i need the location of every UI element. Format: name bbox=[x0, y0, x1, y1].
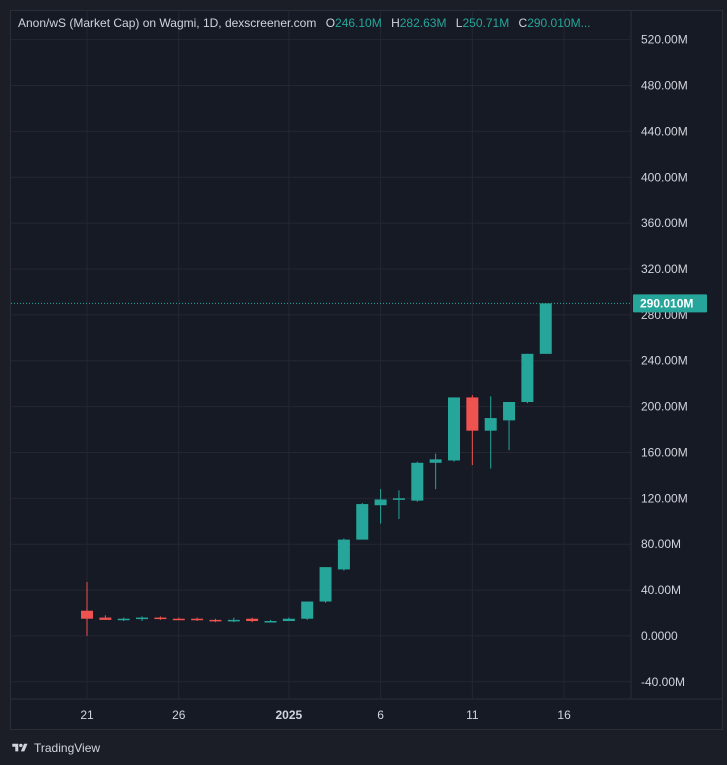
candle-down bbox=[154, 617, 167, 620]
legend-open-value: 246.10M bbox=[335, 16, 382, 30]
legend-open-key: O bbox=[325, 16, 336, 30]
chart-legend: Anon/wS (Market Cap) on Wagmi, 1D, dexsc… bbox=[18, 16, 591, 30]
candle-down bbox=[99, 617, 112, 620]
candle-up bbox=[429, 459, 442, 463]
y-tick-label: 0.0000 bbox=[641, 629, 678, 643]
y-tick-label: 40.00M bbox=[641, 583, 681, 597]
candle-up bbox=[282, 618, 295, 622]
candle-up bbox=[392, 498, 405, 500]
candle-up bbox=[264, 621, 277, 623]
last-price-badge bbox=[633, 294, 707, 313]
x-tick-label: 11 bbox=[466, 708, 479, 722]
chart-frame[interactable]: 520.00M 480.00M 440.00M 400.00M 360.00M 320.0… bbox=[10, 10, 723, 730]
candle-up bbox=[521, 353, 534, 403]
y-tick-label: 520.00M bbox=[641, 33, 688, 47]
candle-up bbox=[484, 418, 497, 431]
x-tick-label: 26 bbox=[172, 708, 186, 722]
y-tick-label: 480.00M bbox=[641, 79, 688, 93]
y-tick-label: -40.00M bbox=[641, 675, 685, 689]
candle-up bbox=[356, 504, 369, 540]
y-tick-label: 320.00M bbox=[641, 262, 688, 276]
y-tick-label: 120.00M bbox=[641, 491, 688, 505]
candle-down bbox=[172, 618, 185, 621]
x-tick-label: 2025 bbox=[275, 708, 302, 722]
candle-up bbox=[136, 617, 149, 620]
candle-down bbox=[246, 618, 259, 622]
candle-up bbox=[448, 397, 460, 461]
y-tick-label: 240.00M bbox=[641, 354, 688, 368]
candle-up bbox=[117, 618, 130, 621]
candle-up bbox=[411, 462, 424, 501]
y-tick-label: 200.00M bbox=[641, 400, 688, 414]
y-tick-label: 360.00M bbox=[641, 216, 688, 230]
candle-down bbox=[81, 610, 93, 619]
legend-high-value: 282.63M bbox=[399, 16, 447, 30]
tradingview-logo-icon bbox=[12, 743, 28, 752]
candlestick-chart[interactable]: 520.00M 480.00M 440.00M 400.00M 360.00M 320.0… bbox=[11, 11, 722, 729]
candle-up bbox=[301, 601, 314, 619]
legend-low-value: 250.71M bbox=[462, 16, 510, 30]
legend-close-value: 290.010M... bbox=[527, 16, 591, 30]
candle-up bbox=[227, 619, 240, 622]
x-tick-label: 6 bbox=[377, 708, 384, 722]
tradingview-label: TradingView bbox=[34, 741, 101, 755]
y-tick-label: 80.00M bbox=[641, 537, 681, 551]
x-tick-label: 21 bbox=[80, 708, 94, 722]
candle-up bbox=[374, 499, 387, 506]
y-tick-label: 160.00M bbox=[641, 445, 688, 459]
candle-down bbox=[191, 618, 204, 621]
candle-up bbox=[539, 303, 552, 354]
legend-high-key: H bbox=[391, 16, 400, 30]
candle-up bbox=[319, 567, 332, 602]
legend-close-key: C bbox=[518, 16, 528, 30]
last-price-label: 290.010M bbox=[640, 296, 693, 310]
legend-symbol: Anon/wS (Market Cap) on Wagmi, 1D, dexsc… bbox=[18, 16, 317, 30]
y-tick-label: 400.00M bbox=[641, 170, 688, 184]
x-tick-label: 16 bbox=[557, 708, 571, 722]
candle-up bbox=[337, 539, 350, 570]
candle-down bbox=[466, 397, 479, 431]
y-tick-label: 440.00M bbox=[641, 124, 688, 138]
candle-down bbox=[209, 619, 222, 622]
candle-up bbox=[503, 402, 516, 421]
tradingview-branding[interactable]: TradingView bbox=[10, 738, 100, 758]
legend-low-key: L bbox=[455, 16, 463, 30]
